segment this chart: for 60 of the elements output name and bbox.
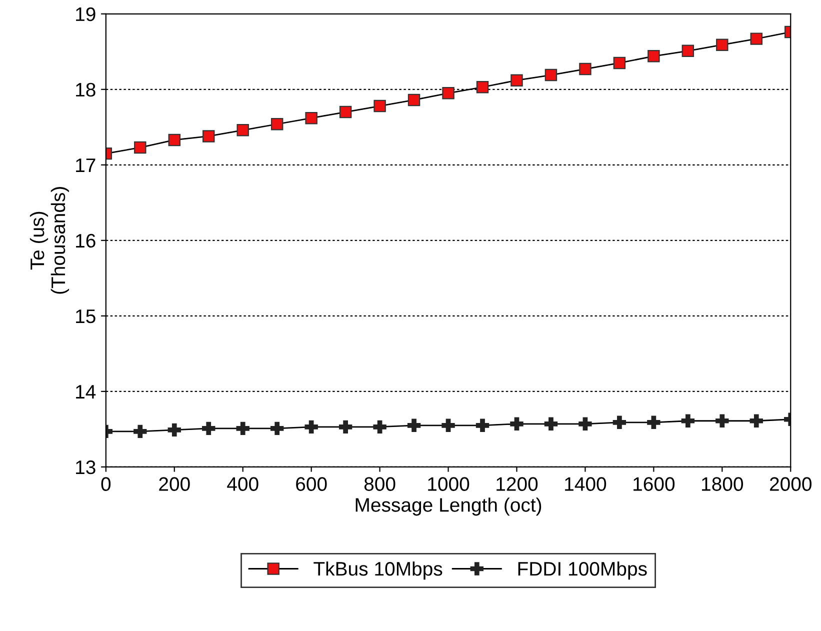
point xyxy=(407,418,421,432)
point xyxy=(168,134,180,146)
point xyxy=(202,422,216,436)
point xyxy=(202,130,215,142)
x-tick-label: 0 xyxy=(101,477,111,491)
point xyxy=(544,68,558,82)
point xyxy=(373,420,386,434)
point xyxy=(476,418,490,432)
point xyxy=(236,124,249,136)
x-tick-label: 1800 xyxy=(702,477,744,491)
point xyxy=(476,81,489,94)
point xyxy=(716,38,728,51)
y-tick-label: 16 xyxy=(76,234,96,248)
y-tick-label: 19 xyxy=(76,7,96,22)
point xyxy=(339,106,352,118)
point xyxy=(305,112,318,124)
point xyxy=(270,422,284,436)
point xyxy=(612,416,626,429)
point xyxy=(270,118,284,130)
x-tick-label: 2000 xyxy=(770,477,812,491)
legend-label: FDDI 100Mbps xyxy=(518,561,647,580)
point xyxy=(578,417,592,430)
y-tick-label: 18 xyxy=(76,82,96,97)
y-axis-title: Te (us) (Thousands) xyxy=(30,187,69,294)
x-tick-label: 400 xyxy=(227,477,258,491)
x-tick-label: 200 xyxy=(159,477,190,491)
x-tick-label: 1200 xyxy=(496,477,538,491)
point xyxy=(134,141,146,154)
point xyxy=(647,416,660,429)
y-tick-label: 14 xyxy=(76,385,96,398)
point xyxy=(681,414,695,428)
point xyxy=(442,418,455,432)
y-tick-label: 15 xyxy=(76,310,96,324)
legend-label: TkBus 10Mbps xyxy=(314,561,442,580)
point xyxy=(510,74,523,86)
point xyxy=(682,44,694,57)
point xyxy=(236,422,250,436)
y-tick-label: 17 xyxy=(76,158,96,172)
y-tick-label: 13 xyxy=(76,460,96,474)
point xyxy=(304,420,318,434)
point xyxy=(374,100,386,112)
x-tick-label: 1000 xyxy=(428,477,470,491)
point xyxy=(168,423,181,437)
x-tick-label: 600 xyxy=(296,477,327,491)
x-tick-label: 1400 xyxy=(565,477,606,491)
point xyxy=(134,424,147,438)
x-tick-label: 800 xyxy=(364,477,396,491)
x-tick-label: 1600 xyxy=(634,477,675,491)
point xyxy=(544,417,558,430)
point xyxy=(716,414,729,428)
point xyxy=(750,32,762,45)
x-axis-title: Message Length (oct) xyxy=(356,498,542,516)
point xyxy=(648,50,660,62)
point xyxy=(408,94,420,106)
point xyxy=(510,417,524,430)
point xyxy=(442,87,454,100)
point xyxy=(613,56,626,70)
point xyxy=(750,414,763,428)
point xyxy=(579,62,592,76)
point xyxy=(338,420,352,434)
